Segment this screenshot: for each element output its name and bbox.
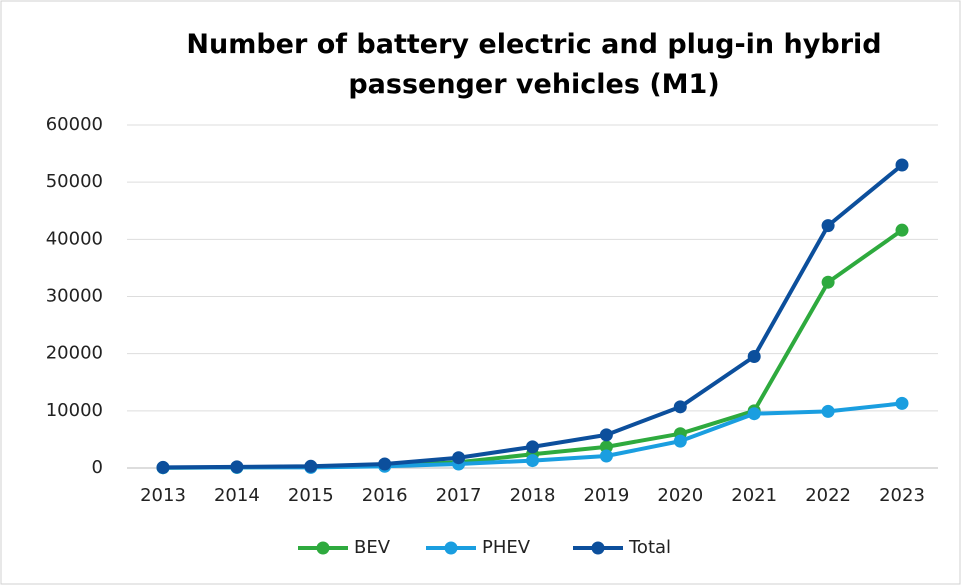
legend-marker [591,541,605,555]
y-tick-label: 40000 [46,228,103,249]
data-point [526,440,539,454]
data-point [747,407,761,421]
data-point [821,275,835,289]
x-tick-label: 2014 [214,485,260,506]
data-point [452,451,466,465]
legend-marker [444,541,458,555]
y-tick-label: 60000 [46,114,103,135]
y-tick-label: 0 [92,457,103,478]
legend-item: PHEV [426,537,531,558]
data-point [599,440,613,454]
x-tick-label: 2016 [362,485,408,506]
data-point [673,434,687,448]
data-point [526,454,539,468]
x-tick-label: 2018 [510,485,556,506]
data-point [599,428,613,442]
data-point [599,449,613,463]
x-tick-label: 2021 [731,485,777,506]
x-tick-label: 2020 [657,485,703,506]
data-point [895,158,909,172]
x-tick-label: 2022 [805,485,851,506]
data-point [895,223,909,237]
data-point [378,457,392,471]
data-point [230,460,244,474]
data-point [304,459,318,473]
y-tick-label: 10000 [46,400,103,421]
x-tick-label: 2017 [436,485,482,506]
legend-label: PHEV [482,537,531,558]
data-point [673,400,687,414]
y-tick-label: 50000 [46,171,103,192]
data-point [156,460,170,474]
x-tick-label: 2019 [583,485,629,506]
legend-item: BEV [298,537,391,558]
x-tick-label: 2013 [140,485,186,506]
chart-title: Number of battery electric and plug-in h… [186,29,881,100]
data-point [895,396,909,410]
legend-label: Total [628,537,671,558]
legend-label: BEV [354,537,391,558]
y-tick-label: 20000 [46,343,103,364]
data-point [821,404,835,418]
data-point [747,350,761,364]
legend-item: Total [573,537,671,558]
x-tick-label: 2015 [288,485,334,506]
y-tick-label: 30000 [46,286,103,307]
data-point [821,219,835,233]
legend-marker [316,541,330,555]
x-tick-label: 2023 [879,485,925,506]
